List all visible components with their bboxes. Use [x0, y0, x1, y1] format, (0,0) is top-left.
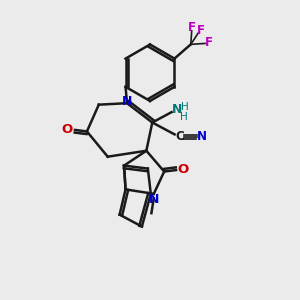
Text: O: O — [177, 163, 188, 176]
Text: N: N — [148, 193, 159, 206]
Text: C: C — [176, 130, 184, 143]
Text: F: F — [205, 36, 213, 50]
Text: H: H — [181, 102, 189, 112]
Text: H: H — [180, 112, 188, 122]
Text: O: O — [62, 123, 73, 136]
Text: F: F — [197, 25, 205, 38]
Text: N: N — [122, 95, 132, 108]
Text: N: N — [172, 103, 182, 116]
Text: N: N — [197, 130, 207, 143]
Text: F: F — [188, 22, 196, 34]
